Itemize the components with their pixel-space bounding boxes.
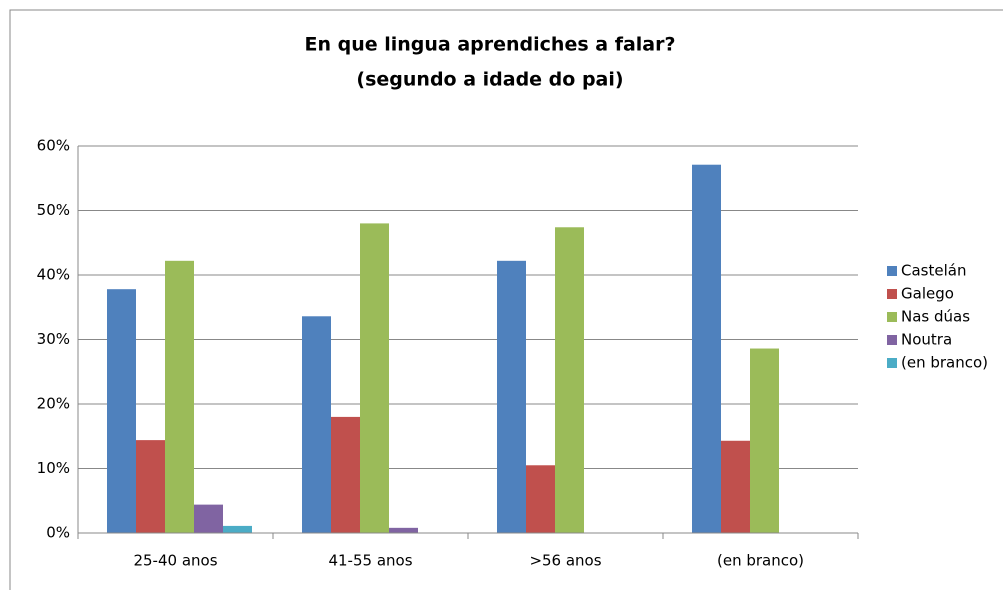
y-tick-label: 40% (37, 266, 70, 284)
bar (750, 348, 779, 533)
bar (497, 260, 526, 533)
y-tick-label: 60% (37, 137, 70, 155)
x-tick-label: >56 anos (529, 552, 601, 570)
legend-swatch (887, 335, 897, 345)
bar (555, 227, 584, 533)
bar (721, 440, 750, 533)
legend-label: (en branco) (901, 354, 988, 372)
chart-title: En que lingua aprendiches a falar? (304, 34, 675, 56)
bar (389, 527, 418, 533)
y-tick-label: 0% (46, 524, 70, 542)
x-tick-label: (en branco) (717, 552, 804, 570)
bar (107, 289, 136, 533)
bar (692, 164, 721, 533)
bar (331, 416, 360, 533)
bar (302, 316, 331, 533)
bar (223, 525, 252, 533)
bar (526, 465, 555, 533)
legend-label: Nas dúas (901, 308, 970, 326)
legend-swatch (887, 358, 897, 368)
legend-swatch (887, 266, 897, 276)
x-tick-label: 25-40 anos (133, 552, 217, 570)
legend-swatch (887, 312, 897, 322)
legend-label: Castelán (901, 262, 966, 280)
bar (165, 260, 194, 533)
legend-swatch (887, 289, 897, 299)
chart-subtitle: (segundo a idade do pai) (356, 69, 623, 91)
y-tick-label: 50% (37, 201, 70, 219)
legend-label: Galego (901, 285, 954, 303)
y-tick-label: 30% (37, 330, 70, 348)
x-tick-label: 41-55 anos (328, 552, 412, 570)
bar (136, 440, 165, 533)
bar (360, 223, 389, 533)
bar (194, 504, 223, 533)
legend-label: Noutra (901, 331, 952, 349)
chart-frame (9, 9, 1003, 590)
y-tick-label: 20% (37, 395, 70, 413)
y-tick-label: 10% (37, 459, 70, 477)
